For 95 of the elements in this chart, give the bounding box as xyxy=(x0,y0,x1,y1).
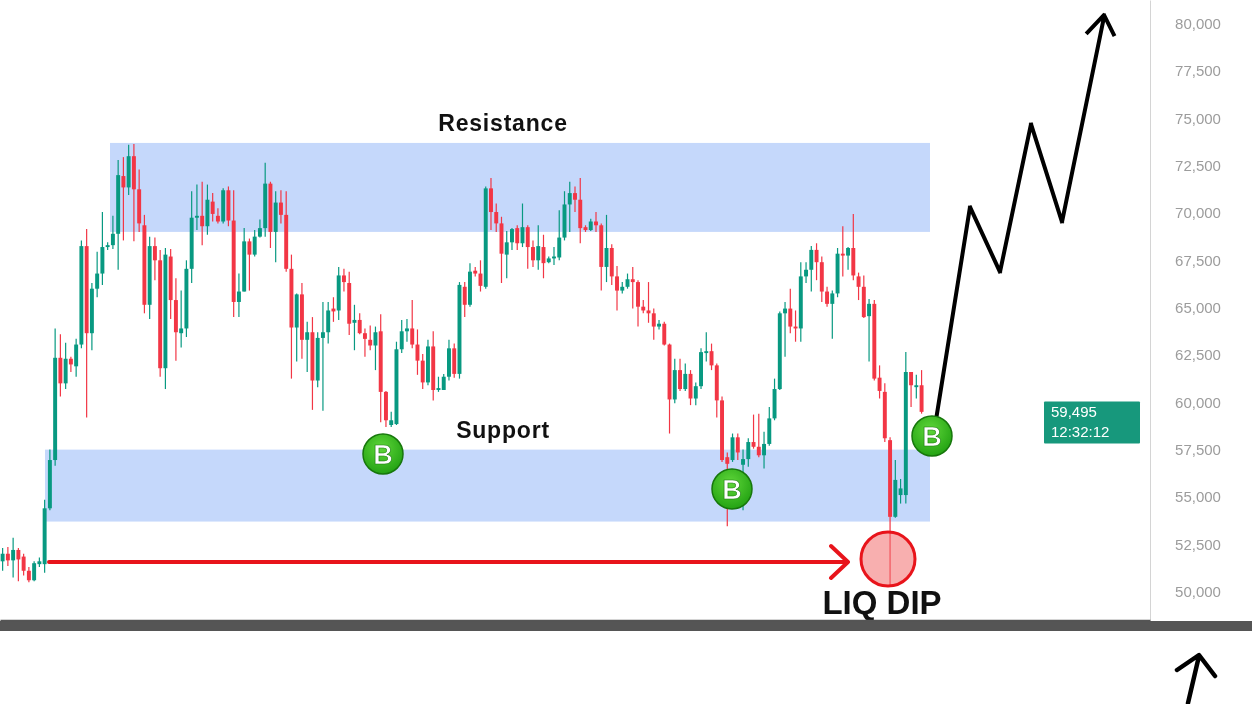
annotation: 59,495 xyxy=(1051,403,1097,420)
y-tick-label: 65,000 xyxy=(1175,298,1221,316)
candlestick xyxy=(909,371,914,408)
candlestick xyxy=(914,374,919,400)
y-tick-label: 52,500 xyxy=(1175,535,1221,553)
candlestick xyxy=(825,286,830,308)
candlestick xyxy=(746,437,751,468)
candlestick xyxy=(525,224,530,270)
candlestick xyxy=(110,215,115,250)
y-tick-label: 80,000 xyxy=(1175,14,1221,32)
candlestick xyxy=(877,364,882,400)
candlestick xyxy=(594,211,598,233)
candlestick xyxy=(236,272,241,318)
y-tick-label: 55,000 xyxy=(1175,488,1221,506)
candlestick xyxy=(856,272,861,301)
candlestick xyxy=(278,189,283,224)
candlestick xyxy=(11,537,16,578)
candlestick xyxy=(247,237,252,292)
candlestick xyxy=(557,209,562,261)
candlestick xyxy=(814,242,819,281)
candlestick xyxy=(531,239,535,268)
candlestick xyxy=(846,246,851,271)
candlestick xyxy=(867,298,872,363)
candlestick xyxy=(788,288,793,334)
candlestick xyxy=(341,268,346,293)
candlestick xyxy=(630,266,635,310)
candlestick xyxy=(840,225,845,277)
candlestick xyxy=(420,353,425,390)
candlestick xyxy=(751,414,756,450)
annotation: 12:32:12 xyxy=(1051,423,1110,440)
candlestick xyxy=(179,290,184,348)
band-label: Support xyxy=(456,416,550,443)
candlestick xyxy=(0,547,5,572)
y-tick-label: 57,500 xyxy=(1175,440,1221,458)
candlestick xyxy=(404,318,409,343)
candlestick xyxy=(536,224,541,271)
y-tick-label: 72,500 xyxy=(1175,156,1221,174)
candlestick xyxy=(32,560,37,582)
candlestick xyxy=(16,547,21,582)
candlestick xyxy=(615,265,619,312)
candlestick xyxy=(68,356,73,373)
candlestick xyxy=(515,224,520,251)
candlestick xyxy=(152,236,157,281)
candlestick xyxy=(683,362,688,392)
annotation: B xyxy=(722,475,742,505)
candlestick xyxy=(305,321,310,373)
y-tick-label: 75,000 xyxy=(1175,109,1221,127)
candlestick xyxy=(368,325,373,351)
candlestick xyxy=(210,192,215,223)
candlestick xyxy=(121,156,126,242)
candlestick xyxy=(357,312,362,335)
candlestick xyxy=(651,307,656,341)
candlestick xyxy=(567,181,572,233)
candlestick xyxy=(200,181,205,246)
candlestick xyxy=(830,290,835,340)
annotation: B xyxy=(373,440,393,470)
candlestick xyxy=(804,261,809,284)
candlestick xyxy=(410,299,415,349)
annotation: LIQ DIP xyxy=(822,584,942,621)
y-tick-label: 60,000 xyxy=(1175,393,1221,411)
candlestick xyxy=(693,381,698,406)
candlestick xyxy=(573,185,577,213)
candlestick xyxy=(194,183,199,231)
candlestick xyxy=(415,328,420,376)
candlestick xyxy=(462,281,467,318)
y-tick-label: 70,000 xyxy=(1175,204,1221,222)
candlestick xyxy=(735,432,740,461)
candlestick xyxy=(74,338,79,378)
candlestick xyxy=(326,301,331,345)
candlestick xyxy=(252,229,257,258)
band-label: Resistance xyxy=(438,109,568,136)
candlestick xyxy=(399,319,404,354)
candlestick xyxy=(510,227,514,251)
candlestick xyxy=(504,230,509,279)
candlestick xyxy=(362,327,367,358)
candlestick xyxy=(320,301,325,412)
candlestick xyxy=(657,319,661,330)
candlestick xyxy=(21,553,26,577)
candlestick xyxy=(678,358,682,392)
candlestick xyxy=(95,251,100,298)
candlestick xyxy=(489,177,493,231)
y-tick-label: 67,500 xyxy=(1175,251,1221,269)
candlestick xyxy=(215,207,220,224)
y-tick-label: 77,500 xyxy=(1175,62,1221,80)
y-tick-label: 50,000 xyxy=(1175,582,1221,600)
candlestick xyxy=(5,546,10,567)
candlestick xyxy=(762,431,767,470)
candlestick xyxy=(373,325,378,371)
candlestick xyxy=(352,304,357,351)
candlestick xyxy=(756,413,761,458)
candlestick xyxy=(494,202,499,233)
candlestick xyxy=(809,245,814,293)
candlestick xyxy=(730,432,735,463)
annotation: B xyxy=(922,422,942,452)
y-tick-label: 62,500 xyxy=(1175,346,1221,364)
